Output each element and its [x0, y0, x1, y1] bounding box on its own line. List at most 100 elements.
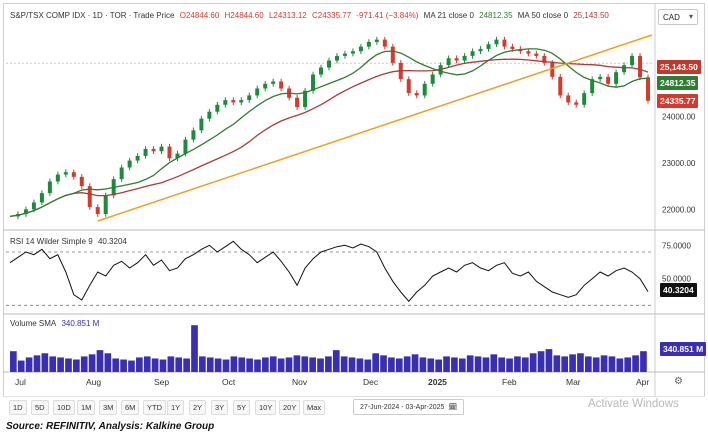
volume-bar — [482, 357, 490, 372]
candle-body — [358, 46, 363, 52]
candle-body — [79, 176, 84, 187]
volume-bar — [183, 358, 190, 372]
timeframe-max[interactable]: Max — [303, 400, 326, 415]
candle-body — [127, 160, 132, 168]
candle-body — [247, 95, 252, 101]
volume-bar — [356, 358, 364, 372]
volume-bar — [317, 358, 324, 372]
volume-bar — [301, 356, 309, 372]
volume-bar — [427, 358, 435, 372]
timeframe-5y[interactable]: 5Y — [233, 400, 251, 415]
volume-bar — [332, 350, 340, 372]
candle-body — [215, 104, 220, 112]
candle-body — [566, 95, 571, 103]
ma50-price-tag: 25,143.50 — [657, 60, 701, 74]
candle-body — [430, 74, 435, 84]
x-axis-label: Aug — [86, 377, 101, 387]
rsi-legend: RSI 14 Wilder Simple 9 40.3204 — [10, 237, 130, 246]
close-price-tag: 24335.77 — [657, 94, 699, 108]
volume-label: Volume SMA — [10, 319, 57, 328]
candle-body — [279, 81, 284, 89]
volume-bar — [254, 359, 261, 372]
volume-bar — [10, 351, 17, 372]
volume-bar — [206, 357, 214, 372]
volume-bar — [41, 353, 49, 372]
volume-bar — [143, 356, 151, 372]
x-axis-label: Nov — [292, 377, 308, 387]
timeframe-3m[interactable]: 3M — [99, 400, 118, 415]
timeframe-1y[interactable]: 1Y — [167, 400, 185, 415]
volume-bar — [372, 353, 379, 372]
chevron-down-icon: ▾ — [688, 12, 693, 21]
candle-body — [231, 100, 236, 103]
candle-body — [638, 55, 643, 78]
timeframe-5d[interactable]: 5D — [31, 400, 49, 415]
candle-body — [159, 146, 164, 152]
timeframe-toolbar: 1D 5D 10D 1M 3M 6M YTD 1Y 2Y 3Y 5Y 10Y 20Y Max 27-Jun… — [3, 396, 705, 416]
candle-body — [494, 39, 499, 45]
timeframe-1m[interactable]: 1M — [77, 400, 96, 415]
candle-body — [319, 67, 324, 75]
candle-body — [95, 207, 100, 215]
timeframe-1d[interactable]: 1D — [9, 400, 27, 415]
rsi-line — [9, 240, 649, 303]
volume-bar — [104, 353, 112, 372]
ma50-line — [9, 58, 649, 218]
candle-body — [255, 88, 260, 96]
candle-body — [502, 39, 507, 47]
timeframe-3y[interactable]: 3Y — [211, 400, 229, 415]
candle-body — [646, 77, 650, 101]
volume-bar — [49, 356, 57, 372]
timeframe-10d[interactable]: 10D — [53, 400, 75, 415]
candle-body — [574, 102, 579, 105]
volume-legend: Volume SMA 340.851 M — [10, 319, 102, 328]
trendline — [97, 34, 653, 222]
currency-select[interactable]: CAD ▾ — [658, 9, 698, 25]
timeframe-6m[interactable]: 6M — [121, 400, 140, 415]
candle-body — [39, 193, 44, 203]
high-value: H24844.60 — [224, 11, 264, 20]
ma50-label: MA 50 close 0 — [517, 11, 569, 20]
timeframe-2y[interactable]: 2Y — [189, 400, 207, 415]
volume-bar — [458, 358, 466, 372]
activate-windows-watermark: Activate Windows — [588, 398, 679, 410]
candle-body — [271, 81, 276, 84]
timeframe-20y[interactable]: 20Y — [279, 400, 301, 415]
open-value: O24844.60 — [179, 11, 220, 20]
volume-bar — [128, 360, 135, 372]
volume-bar — [262, 357, 269, 372]
candle-body — [191, 130, 196, 140]
timeframe-ytd[interactable]: YTD — [143, 400, 166, 415]
volume-bar — [175, 357, 183, 372]
volume-bar — [246, 358, 253, 372]
volume-bar — [348, 357, 356, 372]
volume-bar — [380, 355, 387, 372]
candle-body — [303, 90, 308, 108]
timeframe-10y[interactable]: 10Y — [255, 400, 277, 415]
candle-body — [342, 53, 347, 56]
volume-bar — [388, 357, 395, 372]
candle-body — [422, 83, 427, 96]
gear-icon[interactable]: ⚙ — [674, 376, 683, 387]
candle-body — [183, 139, 188, 154]
candle-body — [47, 181, 52, 194]
volume-bar — [577, 353, 584, 372]
candle-body — [263, 83, 268, 89]
volume-bar — [25, 357, 33, 372]
volume-bar — [96, 350, 104, 372]
volume-bar — [608, 356, 616, 372]
candle-body — [327, 60, 331, 68]
candle-body — [414, 93, 419, 96]
ma21-price-tag: 24812.35 — [657, 76, 699, 90]
volume-bar — [600, 355, 608, 372]
candle-body — [526, 51, 531, 54]
volume-bar — [624, 357, 632, 372]
x-axis-label: Sep — [154, 377, 169, 387]
volume-bar — [80, 356, 88, 372]
candle-body — [295, 97, 300, 108]
volume-bar — [151, 358, 159, 372]
volume-bar — [514, 356, 521, 372]
volume-bar — [285, 357, 293, 372]
date-range-picker[interactable]: 27-Jun-2024 - 03-Apr-2025 🗓 — [353, 399, 465, 415]
